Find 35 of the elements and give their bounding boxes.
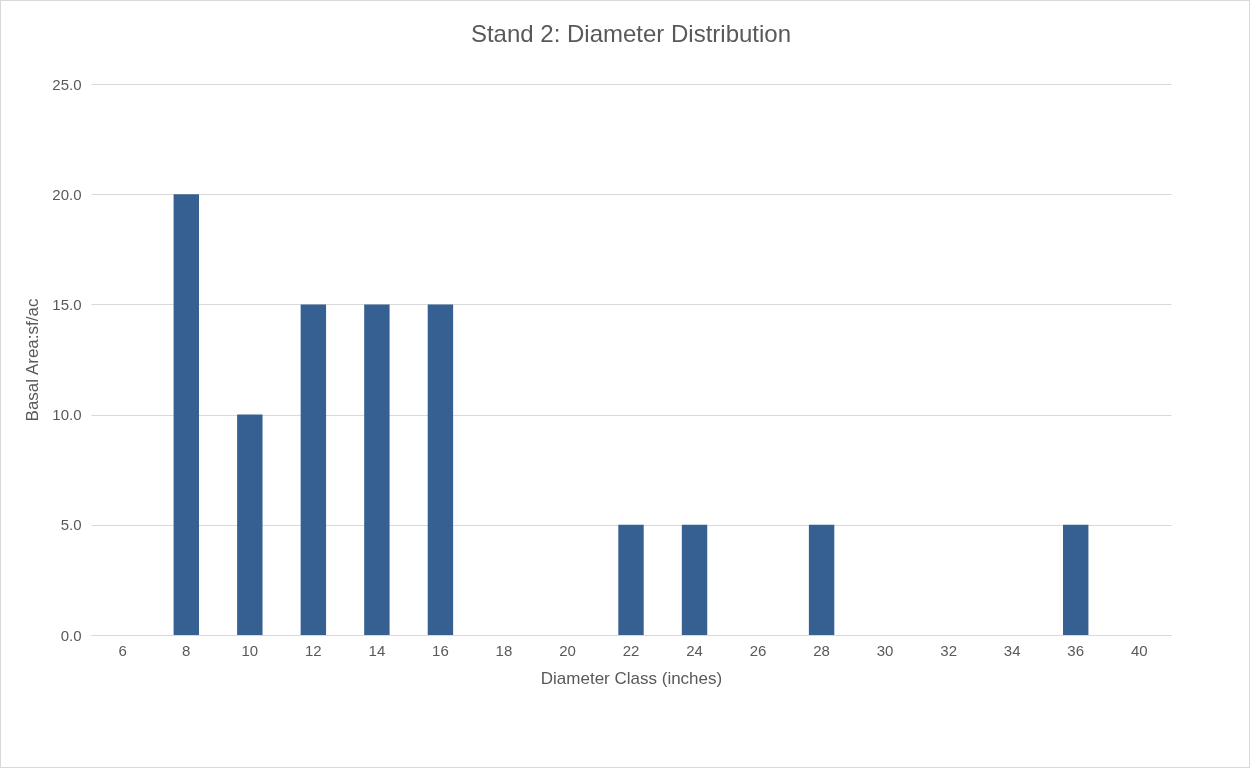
x-tick-label: 14 [368,641,386,659]
bar [364,304,390,635]
bar [618,524,644,635]
x-tick-label: 30 [876,641,894,659]
x-tick-label: 12 [305,641,322,659]
x-tick-label: 24 [686,641,703,659]
bar [173,194,199,635]
bar [237,414,263,635]
bar [1063,524,1089,635]
x-tick-label: 32 [940,641,957,659]
y-tick-label: 10.0 [52,406,82,424]
x-tick-label: 8 [182,641,191,659]
x-tick-label: 26 [749,641,767,659]
x-axis-title: Diameter Class (inches) [540,668,723,688]
x-tick-label: 28 [813,641,830,659]
x-tick-label: 40 [1130,641,1148,659]
y-tick-label: 15.0 [52,295,82,313]
bar [300,304,327,635]
x-tick-label: 10 [241,641,259,659]
x-tick-label: 16 [432,641,449,659]
bar [427,304,454,635]
y-tick-label: 20.0 [52,185,82,203]
y-tick-label: 0.0 [60,626,82,644]
y-tick-label: 5.0 [60,516,82,534]
y-axis-title: Basal Area:sf/ac [23,298,43,422]
x-tick-label: 20 [559,641,576,659]
x-tick-label: 6 [118,641,127,659]
bar [681,524,708,635]
chart-title: Stand 2: Diameter Distribution [470,20,792,47]
x-tick-label: 34 [1003,641,1021,659]
bar [808,524,835,635]
x-tick-label: 36 [1067,641,1085,659]
x-tick-label: 18 [495,641,513,659]
y-tick-label: 25.0 [52,75,82,93]
x-tick-label: 22 [622,641,640,659]
